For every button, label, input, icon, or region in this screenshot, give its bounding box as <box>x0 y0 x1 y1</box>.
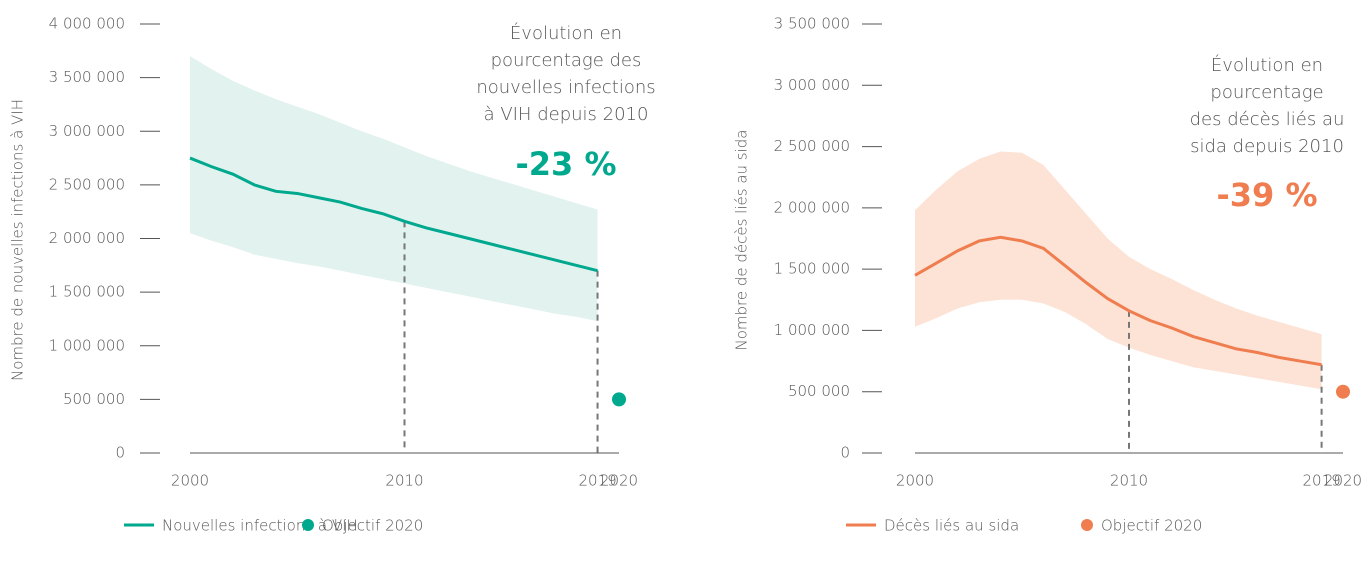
y-tick-label: 500 000 <box>63 390 125 408</box>
y-tick-label: 2 500 000 <box>49 175 125 193</box>
target-point <box>612 392 626 407</box>
y-tick-label: 4 000 000 <box>49 15 125 33</box>
x-tick-label: 2020 <box>600 472 638 490</box>
x-tick-label: 2019 <box>1303 472 1341 490</box>
legend-label: Objectif 2020 <box>1101 517 1202 535</box>
uncertainty-band <box>915 151 1322 390</box>
legend-swatch <box>302 519 314 531</box>
uncertainty-band <box>190 56 598 322</box>
y-tick-label: 2 000 000 <box>49 229 125 247</box>
x-tick-label: 2000 <box>171 472 209 490</box>
x-tick-label: 2000 <box>896 472 934 490</box>
y-tick-label: 3 000 000 <box>774 76 850 94</box>
y-tick-label: 3 500 000 <box>49 68 125 86</box>
y-axis-label: Nombre de décès liés au sida <box>733 129 751 350</box>
y-tick-label: 1 000 000 <box>774 321 850 339</box>
x-tick-label: 2020 <box>1324 472 1362 490</box>
annotation: sida depuis 2010 <box>1190 136 1344 157</box>
annotation: Évolution en <box>510 22 622 44</box>
x-tick-label: 2010 <box>1110 472 1148 490</box>
annotation: pourcentage des <box>491 50 642 71</box>
y-tick-label: 0 <box>840 444 850 462</box>
annotation: des décès liés au <box>1190 109 1345 130</box>
x-tick-label: 2019 <box>578 472 616 490</box>
annotation: nouvelles infections <box>476 77 655 98</box>
y-tick-label: 2 000 000 <box>774 198 850 216</box>
x-tick-label: 2010 <box>385 472 423 490</box>
y-tick-label: 3 500 000 <box>774 15 850 33</box>
line <box>189 156 598 273</box>
annotation: à VIH depuis 2010 <box>484 104 649 125</box>
change-label: -23 % <box>515 145 616 183</box>
legend-label: Décès liés au sida <box>884 517 1019 535</box>
legend-swatch <box>1081 519 1093 531</box>
legend-label: Objectif 2020 <box>322 517 423 535</box>
line <box>914 235 1322 367</box>
y-tick-label: 0 <box>115 444 125 462</box>
y-tick-label: 500 000 <box>788 382 850 400</box>
y-tick-label: 1 000 000 <box>49 336 125 354</box>
target-point <box>1336 384 1350 399</box>
annotation: pourcentage <box>1210 82 1323 103</box>
y-tick-label: 1 500 000 <box>49 283 125 301</box>
y-tick-label: 1 500 000 <box>774 260 850 278</box>
y-tick-label: 3 000 000 <box>49 122 125 140</box>
change-label: -39 % <box>1216 176 1317 214</box>
y-tick-label: 2 500 000 <box>774 137 850 155</box>
annotation: Évolution en <box>1211 54 1323 76</box>
y-axis-label: Nombre de nouvelles infections à VIH <box>9 99 27 381</box>
